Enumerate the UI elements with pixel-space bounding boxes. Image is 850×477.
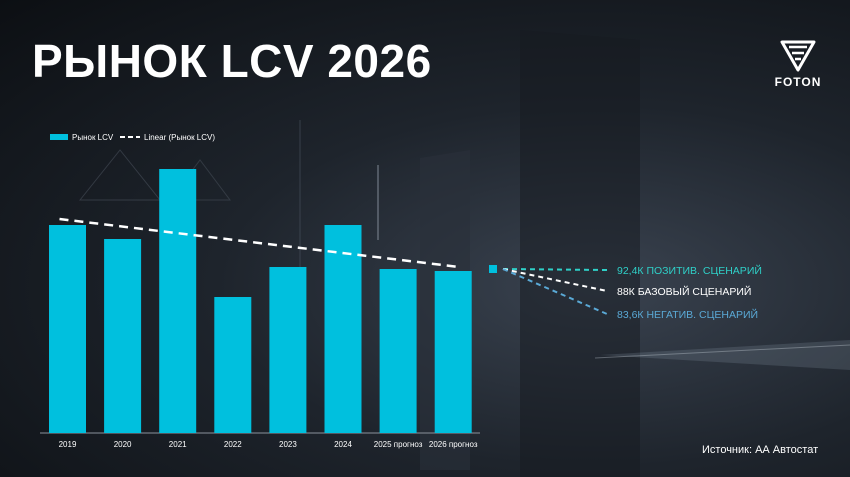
x-tick-label-3: 2022: [224, 440, 242, 449]
scenario-line-2: [502, 268, 608, 315]
scenario-label-0: 92,4К ПОЗИТИВ. СЦЕНАРИЙ: [617, 264, 762, 277]
legend-label-trend: Linear (Рынок LCV): [144, 133, 215, 142]
bar-3: [214, 297, 252, 433]
bar-4: [269, 267, 307, 433]
foton-logo: FOTON: [768, 38, 828, 98]
bar-7: [434, 271, 472, 433]
x-tick-label-2: 2021: [169, 440, 187, 449]
trend-line: [59, 217, 460, 269]
scenario-lines: [502, 268, 608, 315]
bar-2: [159, 169, 197, 433]
foton-logo-icon: [780, 40, 816, 72]
scenario-label-2: 83,6К НЕГАТИВ. СЦЕНАРИЙ: [617, 308, 758, 321]
source-note: Источник: АА Автостат: [702, 444, 819, 456]
slide-title: РЫНОК LCV 2026: [32, 35, 432, 87]
bar-6: [379, 269, 417, 433]
scenario-line-0: [502, 268, 608, 271]
bar-1: [104, 239, 142, 433]
legend-label-bars: Рынок LCV: [72, 133, 114, 142]
x-tick-label-0: 2019: [59, 440, 77, 449]
x-tick-label-6: 2025 прогноз: [374, 440, 423, 449]
scenario-line-1: [502, 268, 608, 292]
bars-group: [49, 169, 472, 433]
forecast-point-marker: [489, 265, 497, 273]
x-tick-labels: 2019 2020 2021 2022 2023 2024 2025 прогноз 2026…: [59, 440, 478, 449]
legend-swatch-bars: [50, 134, 68, 140]
x-tick-label-4: 2023: [279, 440, 297, 449]
scenario-labels: 92,4К ПОЗИТИВ. СЦЕНАРИЙ 88К БАЗОВЫЙ СЦЕНА…: [617, 264, 762, 321]
bar-5: [324, 225, 362, 433]
bar-0: [49, 225, 86, 433]
chart-legend: Рынок LCV Linear (Рынок LCV): [50, 133, 215, 142]
x-tick-label-1: 2020: [114, 440, 132, 449]
logo-text: FOTON: [774, 75, 822, 89]
scenario-label-1: 88К БАЗОВЫЙ СЦЕНАРИЙ: [617, 285, 751, 298]
x-tick-label-5: 2024: [334, 440, 352, 449]
x-tick-label-7: 2026 прогноз: [429, 440, 478, 449]
